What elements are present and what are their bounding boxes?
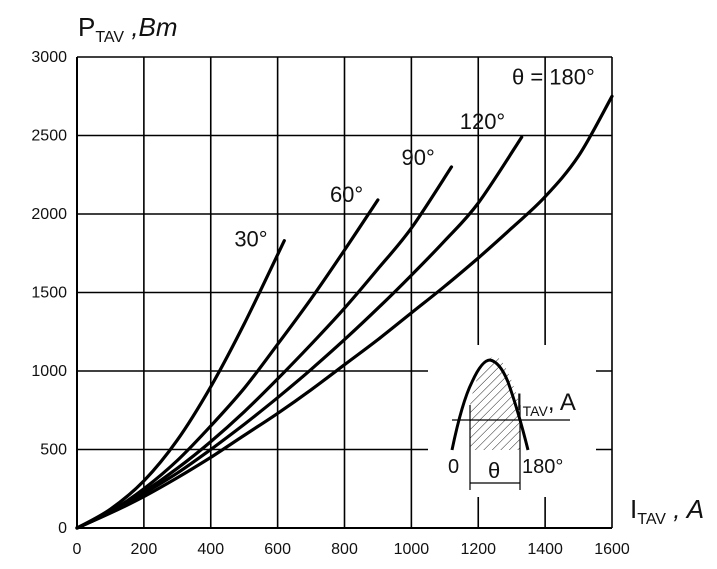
chart-series	[75, 94, 614, 530]
series-label-1: 60°	[330, 182, 363, 207]
series-label-2: 90°	[402, 145, 435, 170]
x-tick-600: 600	[264, 541, 291, 558]
x-axis-title-unit: , A	[666, 494, 704, 524]
x-axis-title-sub: TAV	[637, 511, 666, 528]
series-labels: 30° 60° 90° 120°θ = 180°	[234, 64, 595, 251]
x-tick-1000: 1000	[394, 541, 430, 558]
series-line-1	[75, 198, 380, 530]
y-axis-title: PTAV ,Bm	[78, 12, 178, 46]
inset-180-label: 180°	[522, 456, 563, 478]
x-tick-200: 200	[131, 541, 158, 558]
y-tick-2000: 2000	[31, 206, 67, 223]
y-tick-labels: 0 500 1000 1500 2000 2500 3000	[31, 49, 67, 537]
chart-axes	[76, 57, 612, 529]
y-axis-title-sub: TAV	[95, 29, 124, 46]
x-axis-title-main: I	[630, 494, 637, 524]
x-tick-800: 800	[331, 541, 358, 558]
series-label-0: 30°	[234, 227, 267, 252]
y-axis-title-main: P	[78, 12, 95, 42]
series-label-4: θ = 180°	[512, 64, 595, 89]
x-tick-1200: 1200	[460, 541, 496, 558]
x-axis-title: ITAV , A	[630, 494, 704, 528]
inset-current-label-main: I	[516, 389, 523, 416]
y-tick-500: 500	[40, 442, 67, 459]
series-label-3: 120°	[460, 109, 506, 134]
y-tick-2500: 2500	[31, 128, 67, 145]
series-line-0	[75, 239, 286, 530]
y-tick-1000: 1000	[31, 363, 67, 380]
x-tick-0: 0	[73, 541, 82, 558]
y-tick-1500: 1500	[31, 285, 67, 302]
y-tick-0: 0	[58, 520, 67, 537]
y-axis-title-unit: ,Bm	[124, 12, 177, 42]
x-tick-labels: 0 200 400 600 800 1000 1200 1400 1600	[73, 541, 630, 558]
chart-grid	[77, 56, 613, 528]
waveform-inset: ITAV, A 0 θ 180°	[428, 345, 596, 497]
inset-zero-label: 0	[448, 456, 459, 478]
inset-half-sine	[450, 358, 530, 451]
inset-current-label-unit: , A	[548, 389, 576, 416]
inset-current-label-sub: TAV	[523, 403, 549, 419]
x-tick-1600: 1600	[594, 541, 630, 558]
series-line-4	[75, 94, 614, 530]
y-tick-3000: 3000	[31, 49, 67, 66]
x-tick-400: 400	[197, 541, 224, 558]
x-tick-1400: 1400	[527, 541, 563, 558]
inset-current-label: ITAV, A	[516, 389, 576, 419]
series-line-2	[75, 165, 454, 530]
inset-theta-label: θ	[488, 458, 500, 483]
series-line-3	[75, 135, 524, 530]
